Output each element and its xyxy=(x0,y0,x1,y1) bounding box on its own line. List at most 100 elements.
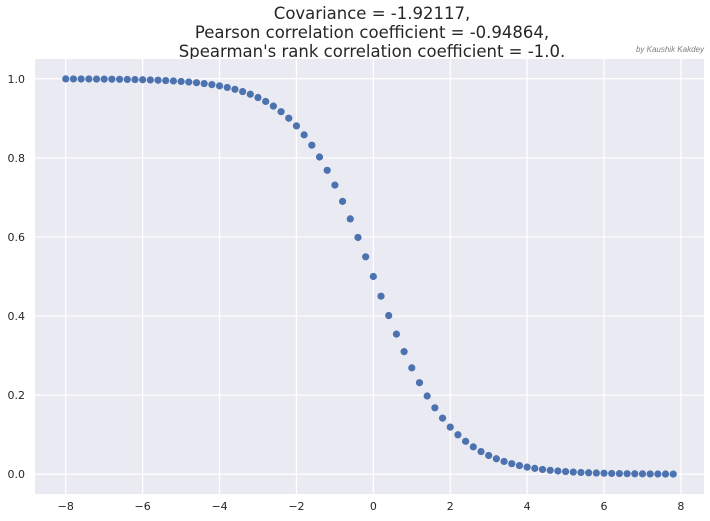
data-point xyxy=(585,469,593,477)
data-point xyxy=(354,233,362,242)
data-point xyxy=(408,364,416,372)
plot-area xyxy=(35,59,704,494)
data-point xyxy=(177,77,185,86)
x-tick-label: 8 xyxy=(677,500,684,513)
data-point xyxy=(223,83,231,92)
data-point xyxy=(615,469,624,478)
data-point xyxy=(146,76,154,84)
data-point xyxy=(331,181,339,189)
y-tick-label: 1.0 xyxy=(8,73,26,86)
data-point xyxy=(192,79,201,87)
data-point xyxy=(661,470,670,478)
data-point xyxy=(431,404,439,412)
data-point xyxy=(239,87,247,96)
data-point xyxy=(300,131,308,139)
y-tick-label: 0.0 xyxy=(8,468,26,481)
x-tick-label: 0 xyxy=(370,500,377,513)
data-point xyxy=(254,93,262,102)
data-point xyxy=(500,457,508,466)
data-point xyxy=(515,461,524,470)
data-point xyxy=(438,414,447,422)
title-line-2: Pearson correlation coefficient = -0.948… xyxy=(194,23,550,42)
data-point xyxy=(600,469,608,477)
data-point xyxy=(523,463,531,471)
data-point xyxy=(154,76,162,84)
data-point xyxy=(485,451,493,460)
data-point xyxy=(623,470,631,478)
data-point xyxy=(346,215,354,223)
data-point xyxy=(200,79,208,88)
data-point xyxy=(631,470,639,478)
data-point xyxy=(315,153,324,161)
data-point xyxy=(92,75,101,83)
y-tick-label: 0.2 xyxy=(8,389,26,402)
data-point xyxy=(269,102,277,110)
data-point xyxy=(100,75,108,83)
data-point xyxy=(262,97,270,106)
tick-labels: −8 −6 −4 −2 0 2 4 6 8 0.0 0.2 0.4 0.6 0.8 1.0 xyxy=(8,73,685,513)
data-point xyxy=(123,75,131,84)
data-point xyxy=(538,465,547,474)
title-line-1: Covariance = -1.92117, xyxy=(273,4,471,23)
data-point xyxy=(377,292,385,300)
data-point xyxy=(85,75,93,83)
data-point xyxy=(292,122,301,130)
data-point xyxy=(277,108,285,116)
data-point xyxy=(469,443,477,451)
data-point xyxy=(323,166,331,174)
x-tick-label: −2 xyxy=(288,500,304,513)
y-tick-label: 0.4 xyxy=(8,310,26,323)
data-point xyxy=(646,470,654,478)
data-point xyxy=(569,468,577,476)
x-tick-label: 4 xyxy=(524,500,531,513)
x-tick-label: 2 xyxy=(447,500,454,513)
data-point xyxy=(285,114,293,122)
data-point xyxy=(454,431,462,439)
data-point xyxy=(115,75,124,83)
data-point xyxy=(185,78,193,86)
data-point xyxy=(231,85,239,93)
y-tick-label: 0.8 xyxy=(8,152,26,165)
data-point xyxy=(108,75,116,83)
x-tick-label: −6 xyxy=(135,500,151,513)
data-point xyxy=(669,470,677,478)
data-point xyxy=(577,468,585,477)
chart-title: Covariance = -1.92117, Pearson correlati… xyxy=(0,4,710,61)
data-point xyxy=(531,464,539,472)
data-point xyxy=(208,81,216,89)
data-point xyxy=(492,455,500,463)
x-tick-label: 6 xyxy=(601,500,608,513)
data-point xyxy=(462,437,470,445)
data-point xyxy=(508,460,516,468)
data-point xyxy=(215,82,224,90)
data-point xyxy=(638,470,647,478)
data-point xyxy=(139,76,147,84)
x-tick-label: −8 xyxy=(58,500,74,513)
data-point xyxy=(608,469,616,478)
data-point xyxy=(308,141,316,149)
data-point xyxy=(162,76,170,85)
x-tick-label: −4 xyxy=(211,500,227,513)
data-point xyxy=(554,467,562,475)
data-point xyxy=(546,466,554,474)
credit-text: by Kaushik Kakdey xyxy=(635,45,704,54)
data-point xyxy=(169,77,178,85)
data-point xyxy=(446,423,454,431)
data-point xyxy=(362,253,370,261)
data-point xyxy=(415,379,424,387)
data-point xyxy=(477,447,485,456)
data-point xyxy=(131,75,139,84)
data-point xyxy=(77,75,85,83)
data-point xyxy=(338,197,347,205)
data-point xyxy=(392,330,401,338)
data-point xyxy=(69,75,78,83)
gridlines xyxy=(35,59,704,494)
data-point xyxy=(561,467,570,476)
data-point xyxy=(654,470,662,478)
data-point xyxy=(385,311,393,320)
data-point xyxy=(592,469,600,477)
data-point xyxy=(246,90,254,98)
title-line-3: Spearman's rank correlation coefficient … xyxy=(178,42,566,61)
y-tick-label: 0.6 xyxy=(8,231,26,244)
